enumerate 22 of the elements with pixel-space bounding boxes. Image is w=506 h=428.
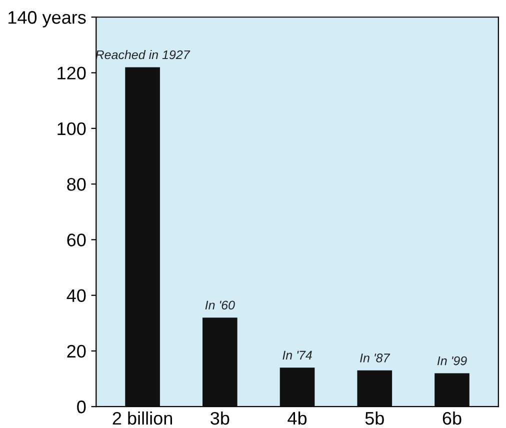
x-tick-label: 5b bbox=[365, 411, 384, 425]
y-tick-label: 100 bbox=[58, 122, 86, 136]
annotation: In '99 bbox=[437, 356, 467, 366]
annotation: In '60 bbox=[205, 300, 235, 310]
x-tick-label: 2 billion bbox=[112, 411, 172, 425]
bar bbox=[434, 373, 470, 407]
x-tick-label: 6b bbox=[442, 411, 462, 425]
y-tick-label: 120 bbox=[58, 66, 86, 80]
y-tick-label: 140 years bbox=[8, 11, 86, 28]
x-tick-label: 4b bbox=[288, 411, 307, 425]
y-tick-label: 0 bbox=[77, 400, 86, 414]
y-tick-label: 20 bbox=[67, 344, 86, 358]
y-tick-label: 60 bbox=[67, 234, 86, 246]
x-tick-label: 3b bbox=[210, 411, 230, 425]
y-tick-label: 40 bbox=[66, 289, 86, 302]
annotation: In '74 bbox=[282, 350, 312, 360]
annotation: In '87 bbox=[360, 354, 390, 362]
bar bbox=[280, 368, 315, 407]
bar bbox=[125, 67, 160, 407]
bar bbox=[202, 318, 238, 407]
bar bbox=[357, 370, 392, 407]
y-tick-label: 80 bbox=[67, 178, 86, 191]
